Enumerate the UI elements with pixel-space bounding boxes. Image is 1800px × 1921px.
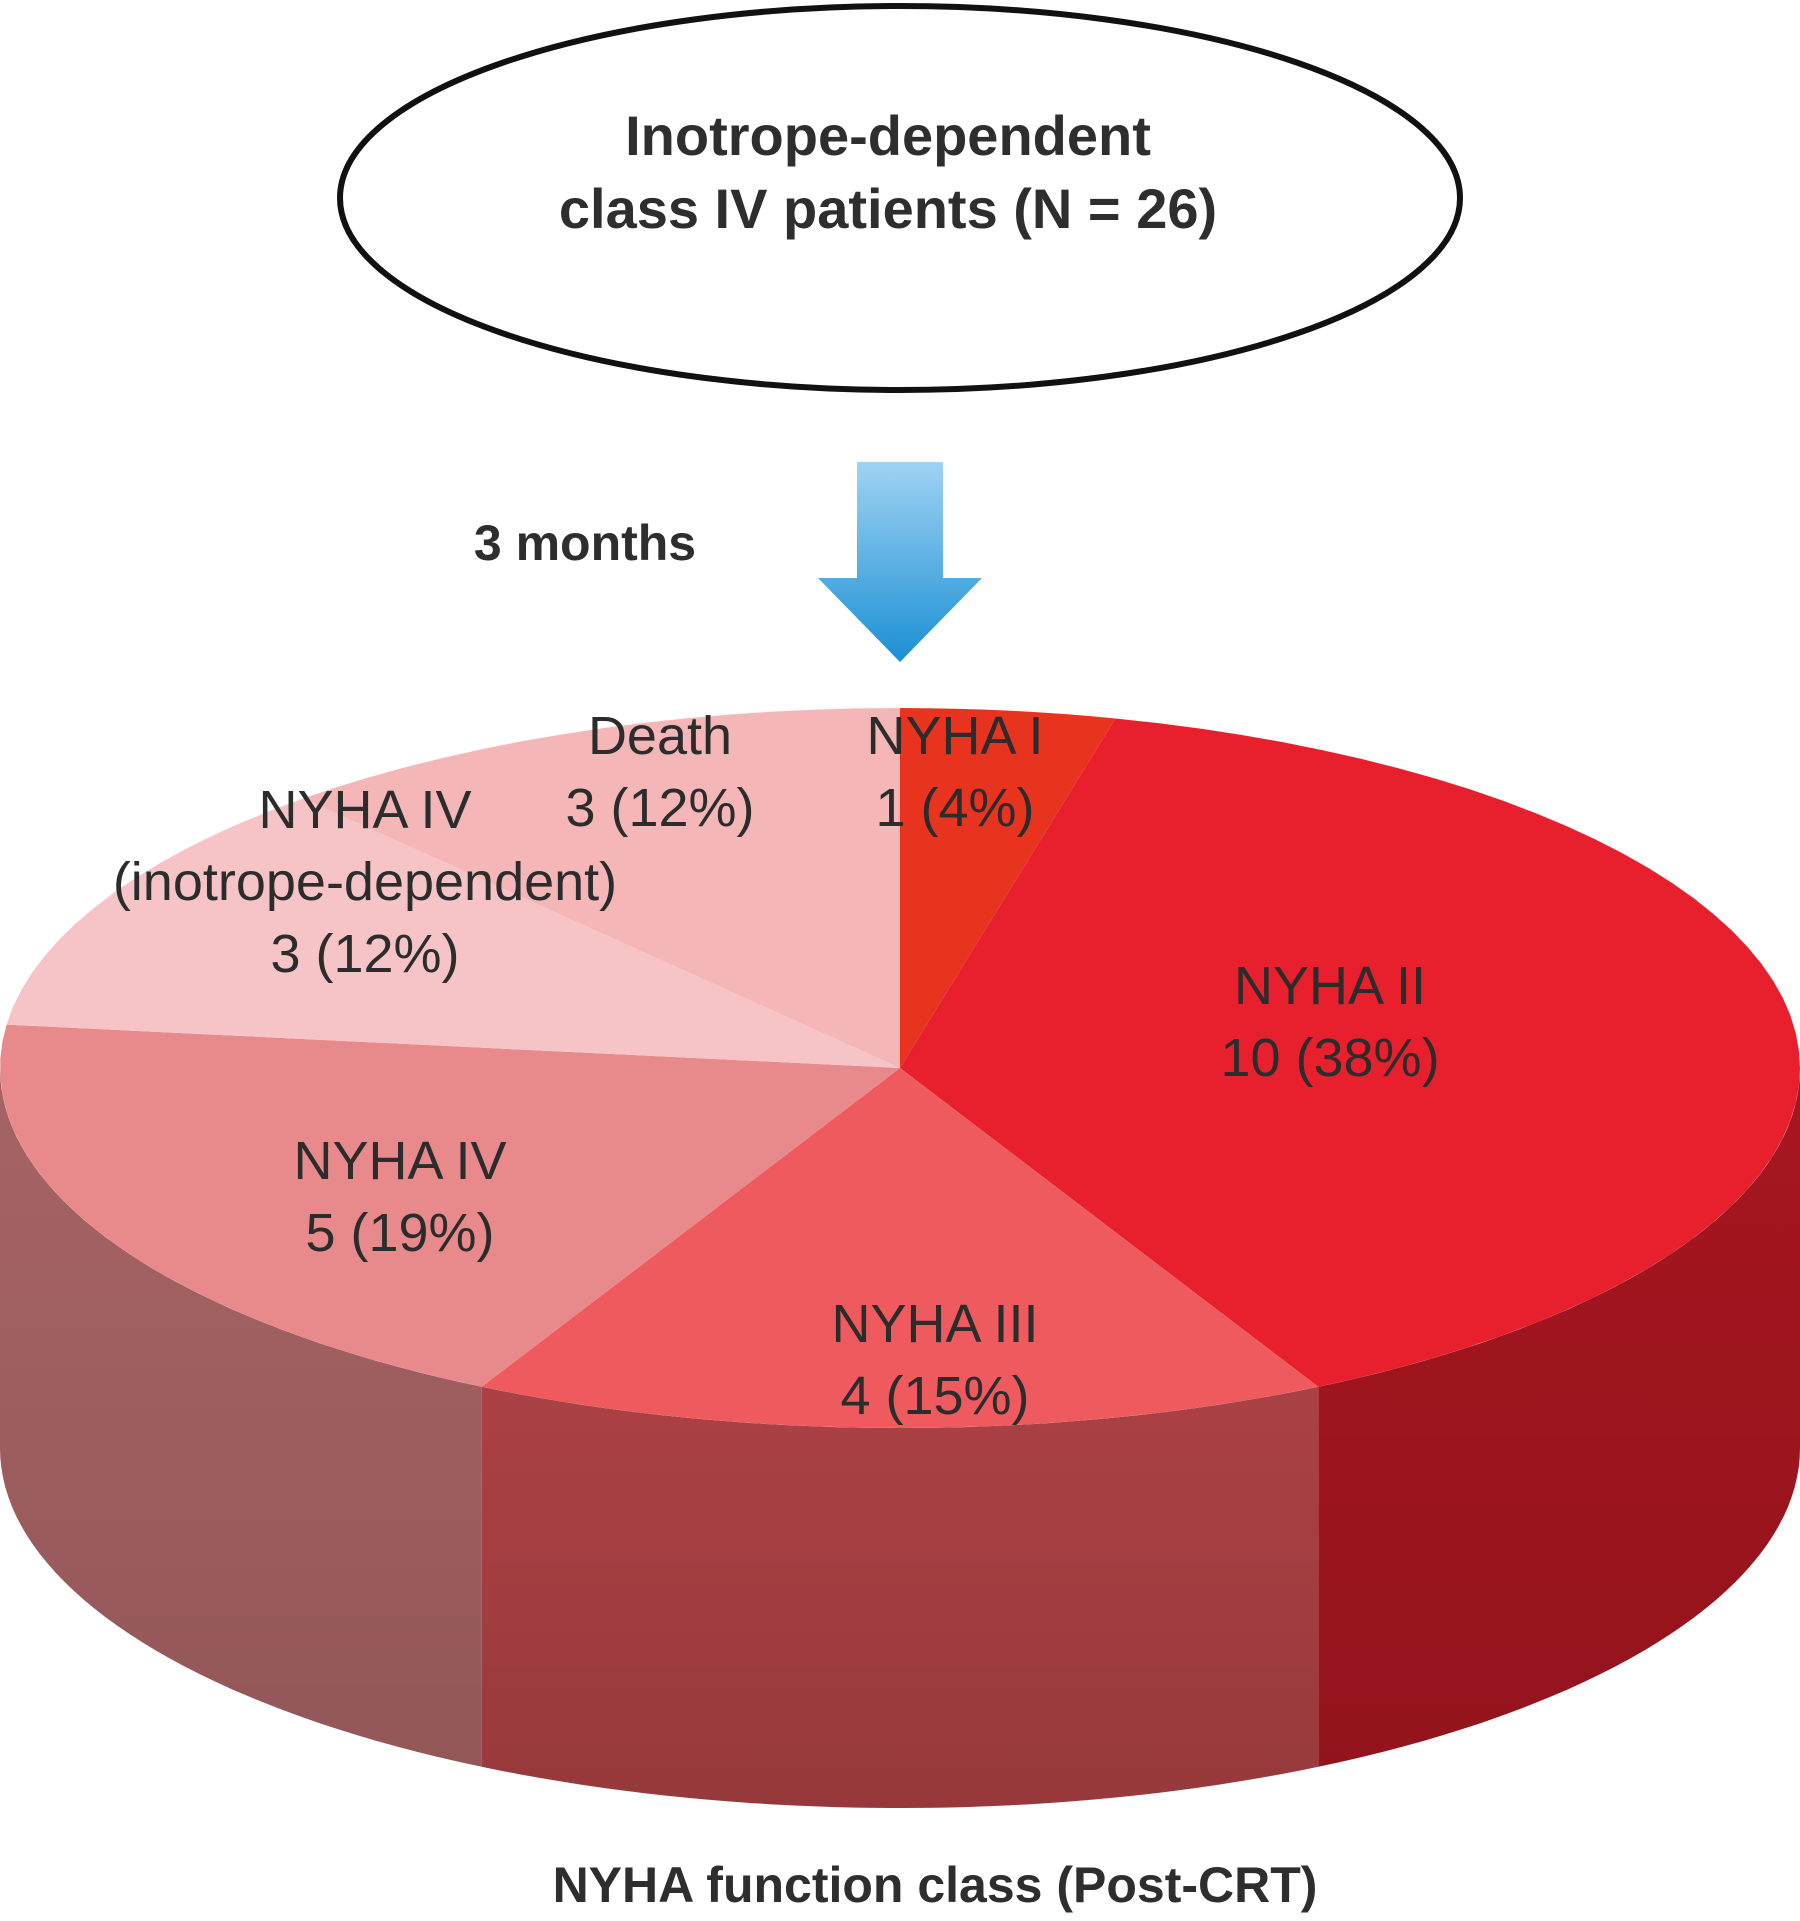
pie-slice-1 xyxy=(900,708,1116,1068)
pie-label-5-line-1: NYHA IV xyxy=(258,780,471,840)
pie-slice-3 xyxy=(481,1068,1319,1428)
header-ellipse xyxy=(337,3,1463,393)
pie-slice-5 xyxy=(6,798,901,1068)
pie-chart: NYHA I 1 (4%) NYHA II 10 (38%) NYHA III 4 (15… xyxy=(0,706,1800,1808)
arrow-label: 3 months xyxy=(474,515,696,571)
pie-label-5-line-3: 3 (12%) xyxy=(270,924,459,984)
chart-xlabel: NYHA function class (Post-CRT) xyxy=(553,1857,1318,1913)
pie-side-shade-2 xyxy=(1318,1068,1800,1767)
pie-label-3-line-1: NYHA III xyxy=(831,1294,1038,1354)
pie-side-shade-4 xyxy=(0,1068,482,1767)
pie-slice-6 xyxy=(303,708,900,1068)
pie-label-6-line-2: 3 (12%) xyxy=(565,778,754,838)
pie-label-1-line-1: NYHA I xyxy=(866,706,1043,766)
pie-label-4-line-2: 5 (19%) xyxy=(305,1203,494,1263)
pie-label-5-line-2: (inotrope-dependent) xyxy=(113,852,617,912)
pie-side-shade-3 xyxy=(481,1386,1319,1808)
header-line-2: class IV patients (N = 26) xyxy=(559,177,1217,240)
pie-slice-2 xyxy=(900,718,1800,1387)
pie-label-2-line-1: NYHA II xyxy=(1234,956,1426,1016)
pie-label-6-line-1: Death xyxy=(588,706,732,766)
pie-label-4-line-1: NYHA IV xyxy=(293,1131,506,1191)
pie-label-3-line-2: 4 (15%) xyxy=(840,1366,1029,1426)
pie-label-1-line-2: 1 (4%) xyxy=(875,778,1034,838)
pie-label-2-line-2: 10 (38%) xyxy=(1220,1028,1439,1088)
pie-slice-4 xyxy=(0,1024,901,1387)
header-line-1: Inotrope-dependent xyxy=(625,104,1151,167)
down-arrow-icon xyxy=(818,462,982,662)
